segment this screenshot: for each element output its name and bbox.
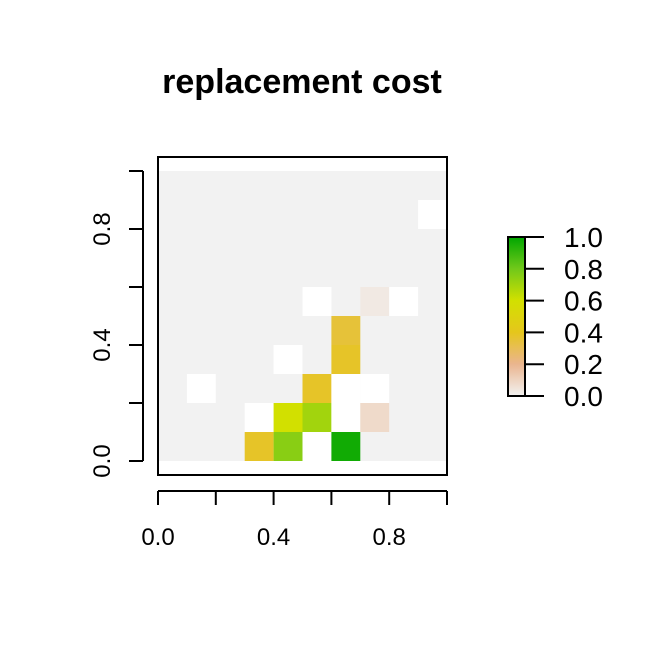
colorbar-tick-label: 0.4 — [564, 317, 603, 348]
colorbar — [507, 236, 526, 397]
x-axis: 0.0 0.4 0.8 — [141, 490, 448, 551]
heatmap-cell — [186, 374, 216, 403]
colorbar-tick-label: 0.8 — [564, 254, 603, 285]
plot-area — [157, 156, 448, 476]
heatmap-cell — [360, 403, 390, 432]
heatmap-cell — [331, 432, 361, 461]
y-tick-label: 0.0 — [89, 444, 116, 477]
x-tick-label: 0.0 — [141, 524, 174, 551]
heatmap-cell — [331, 345, 361, 374]
heatmap-cell — [302, 374, 332, 403]
plot-frame — [157, 156, 448, 476]
heatmap-cell — [273, 345, 303, 374]
heatmap-cell — [244, 403, 274, 432]
heatmap-cell — [273, 432, 303, 461]
colorbar-ticks: 0.00.20.40.60.81.0 — [525, 222, 603, 412]
colorbar-tick-label: 1.0 — [564, 222, 603, 253]
heatmap-cell — [331, 374, 361, 403]
heatmap-cells — [186, 200, 447, 461]
chart-title: replacement cost — [162, 63, 442, 101]
y-tick-label: 0.4 — [89, 328, 116, 361]
colorbar-legend: 0.00.20.40.60.81.0 — [507, 222, 603, 412]
colorbar-tick-label: 0.2 — [564, 349, 603, 380]
heatmap-cell — [302, 432, 332, 461]
y-tick-label: 0.8 — [89, 212, 116, 245]
heatmap-cell — [389, 287, 419, 316]
heatmap-cell — [418, 200, 447, 229]
heatmap-cell — [331, 316, 361, 345]
heatmap-cell — [273, 403, 303, 432]
heatmap-cell — [331, 403, 361, 432]
heatmap-cell — [360, 374, 390, 403]
x-tick-label: 0.4 — [257, 524, 290, 551]
heatmap-cell — [244, 432, 274, 461]
colorbar-tick-label: 0.6 — [564, 286, 603, 317]
y-axis: 0.0 0.4 0.8 — [89, 170, 144, 478]
colorbar-tick-label: 0.0 — [564, 381, 603, 412]
x-tick-label: 0.8 — [373, 524, 406, 551]
heatmap-cell — [302, 403, 332, 432]
heatmap-cell — [360, 287, 390, 316]
heatmap-cell — [302, 287, 332, 316]
